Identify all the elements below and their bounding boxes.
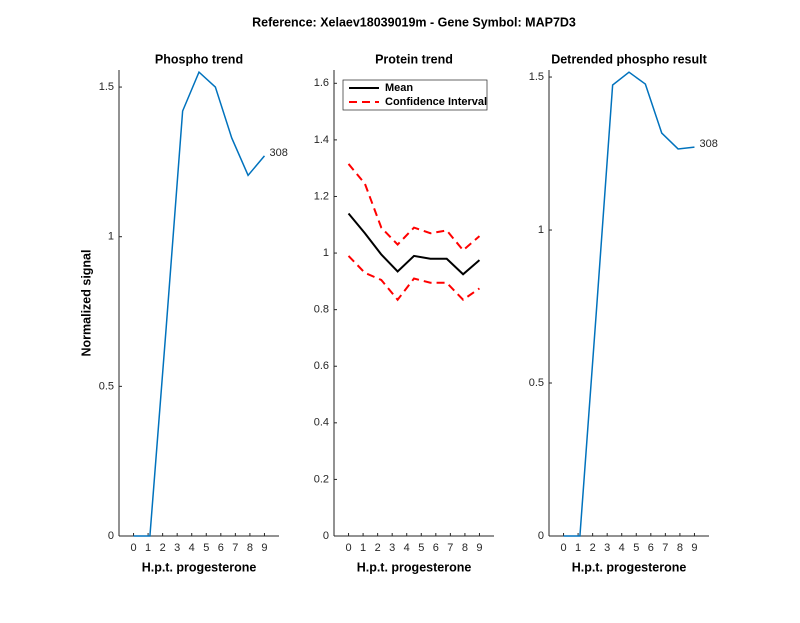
- data-line-lower: [347, 255, 481, 302]
- data-line: [347, 163, 481, 252]
- axes-title: Protein trend: [375, 52, 453, 66]
- y-tick-label: 0: [108, 530, 114, 542]
- x-tick-label: 2: [375, 542, 381, 554]
- y-tick-label: 0.5: [99, 380, 114, 392]
- data-line: [563, 71, 695, 537]
- y-tick-label: 1.4: [314, 134, 329, 146]
- y-tick-label: 0.2: [314, 473, 329, 485]
- y-tick-label: 1.6: [314, 77, 329, 89]
- legend-box: [342, 79, 488, 111]
- x-tick-label: 5: [418, 542, 424, 554]
- x-axis-label: H.p.t. progesterone: [357, 560, 472, 574]
- x-tick-label: 2: [590, 542, 596, 554]
- y-tick-label: 0: [538, 530, 544, 542]
- x-axis-label: H.p.t. progesterone: [572, 560, 687, 574]
- x-tick-label: 1: [575, 542, 581, 554]
- x-tick-label: 2: [160, 542, 166, 554]
- x-tick-label: 9: [261, 542, 267, 554]
- x-tick-label: 3: [389, 542, 395, 554]
- x-tick-label: 8: [677, 542, 683, 554]
- y-tick-label: 0.8: [314, 304, 329, 316]
- x-tick-label: 8: [247, 542, 253, 554]
- y-tick-label: 1.5: [99, 81, 114, 93]
- x-tick-label: 1: [360, 542, 366, 554]
- x-tick-label: 7: [232, 542, 238, 554]
- x-tick-label: 6: [433, 542, 439, 554]
- x-tick-label: 0: [130, 542, 136, 554]
- axes-title: Phospho trend: [155, 52, 243, 66]
- x-tick-label: 5: [203, 542, 209, 554]
- y-axis-label: Normalized signal: [79, 250, 93, 357]
- x-tick-label: 6: [648, 542, 654, 554]
- legend-label: Mean: [385, 82, 413, 94]
- x-tick-label: 6: [218, 542, 224, 554]
- data-line: [133, 70, 266, 537]
- x-tick-label: 3: [174, 542, 180, 554]
- y-tick-label: 1.5: [529, 71, 544, 83]
- annotation: 308: [269, 147, 287, 159]
- axes-title: Detrended phospho result: [551, 52, 707, 66]
- y-tick-label: 1: [108, 231, 114, 243]
- x-tick-label: 1: [145, 542, 151, 554]
- y-tick-label: 0: [323, 530, 329, 542]
- legend-label: Confidence Interval: [385, 96, 487, 108]
- x-tick-label: 9: [691, 542, 697, 554]
- x-tick-label: 4: [404, 542, 410, 554]
- y-tick-label: 1: [323, 247, 329, 259]
- x-tick-label: 4: [619, 542, 625, 554]
- x-tick-label: 8: [462, 542, 468, 554]
- y-tick-label: 0.6: [314, 360, 329, 372]
- y-tick-label: 0.5: [529, 377, 544, 389]
- x-tick-label: 0: [560, 542, 566, 554]
- y-tick-label: 1.2: [314, 190, 329, 202]
- y-tick-label: 0.4: [314, 417, 329, 429]
- x-axis-label: H.p.t. progesterone: [142, 560, 257, 574]
- x-tick-label: 7: [447, 542, 453, 554]
- x-tick-label: 5: [633, 542, 639, 554]
- x-tick-label: 0: [345, 542, 351, 554]
- figure-title: Reference: Xelaev18039019m - Gene Symbol…: [252, 15, 576, 29]
- data-line: [347, 212, 481, 276]
- y-tick-label: 1: [538, 224, 544, 236]
- x-tick-label: 7: [662, 542, 668, 554]
- x-tick-label: 3: [604, 542, 610, 554]
- x-tick-label: 4: [189, 542, 195, 554]
- x-tick-label: 9: [476, 542, 482, 554]
- annotation: 308: [699, 138, 717, 150]
